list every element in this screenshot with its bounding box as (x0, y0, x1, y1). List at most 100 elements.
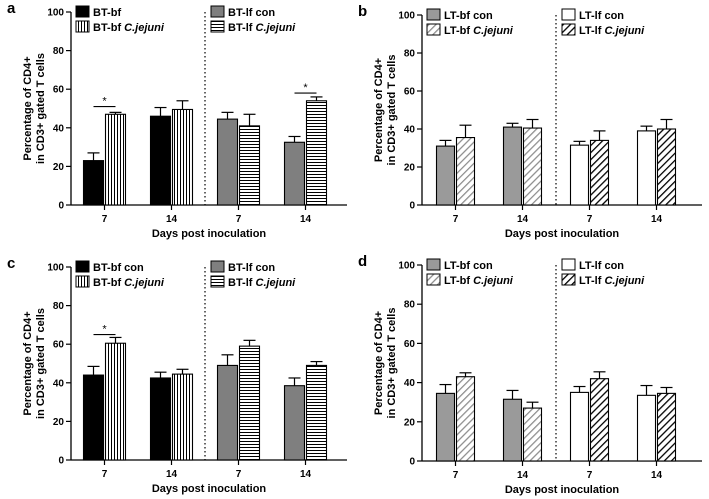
y-tick-label: 20 (53, 417, 65, 428)
panel-letter: a (7, 0, 16, 17)
legend-swatch (561, 273, 576, 286)
y-tick-label: 60 (404, 87, 416, 98)
legend-swatch (210, 275, 225, 288)
legend-swatch (210, 260, 225, 273)
y-tick-label: 60 (404, 339, 416, 350)
y-tick-label: 0 (409, 201, 415, 212)
x-tick-label: 7 (236, 469, 242, 480)
legend-label: LT-bf C.jejuni (444, 275, 514, 287)
x-tick-label: 14 (651, 470, 663, 481)
legend-swatch (75, 275, 90, 288)
x-tick-label: 7 (453, 214, 459, 225)
bar (82, 374, 105, 461)
bar (216, 118, 239, 206)
x-tick-label: 7 (453, 470, 459, 481)
y-tick-label: 100 (398, 261, 415, 272)
y-tick-label: 40 (53, 378, 65, 389)
y-tick-label: 60 (53, 340, 65, 351)
legend-label: LT-bf con (444, 260, 493, 272)
chart-panel-d: d 0 20 40 60 80 100 Percentage of CD4+ in CD3+ g… (358, 253, 702, 496)
y-tick-label: 100 (47, 263, 64, 274)
legend-label: BT-lf C.jejuni (228, 277, 296, 289)
legend-label: BT-bf C.jejuni (93, 277, 165, 289)
y-axis-label: Percentage of CD4+ (373, 311, 385, 415)
legend-label: LT-lf C.jejuni (579, 25, 645, 37)
bar (104, 342, 127, 461)
bar (283, 141, 306, 206)
legend-swatch (426, 273, 441, 286)
chart-panel-b: b 0 20 40 60 80 100 Percentage of CD4+ in CD3+ g… (358, 3, 702, 240)
bar (636, 394, 657, 462)
bar (522, 127, 543, 206)
bar (149, 115, 172, 206)
bar (455, 137, 476, 206)
legend-swatch (561, 258, 576, 271)
panel-letter: c (7, 255, 15, 272)
legend-swatch (75, 20, 90, 33)
x-tick-label: 7 (236, 214, 242, 225)
legend-label: BT-bf con (93, 262, 144, 274)
x-axis-label: Days post inoculation (505, 228, 620, 240)
panel-letter: d (358, 253, 367, 270)
y-axis-label: in CD3+ gated T cells (386, 308, 398, 419)
bar (216, 364, 239, 461)
y-tick-label: 20 (404, 163, 416, 174)
bar (502, 398, 523, 462)
y-tick-label: 0 (58, 201, 64, 212)
y-tick-label: 80 (404, 300, 416, 311)
legend-swatch (210, 20, 225, 33)
y-tick-label: 0 (409, 457, 415, 468)
x-tick-label: 7 (102, 214, 108, 225)
bar (104, 113, 127, 206)
legend-label: LT-bf con (444, 10, 493, 22)
y-tick-label: 40 (404, 378, 416, 389)
bar (305, 100, 328, 206)
bar (238, 125, 261, 206)
bar (636, 130, 657, 206)
y-tick-label: 60 (53, 85, 65, 96)
x-tick-label: 14 (517, 214, 529, 225)
x-axis-label: Days post inoculation (152, 483, 267, 495)
bar (569, 391, 590, 462)
bar (656, 128, 677, 206)
x-axis-label: Days post inoculation (505, 484, 620, 496)
bar (171, 108, 194, 206)
x-tick-label: 7 (587, 214, 593, 225)
y-axis-label: in CD3+ gated T cells (35, 308, 47, 419)
legend-label: LT-lf C.jejuni (579, 275, 645, 287)
y-tick-label: 100 (398, 11, 415, 22)
legend-label: BT-lf con (228, 7, 275, 19)
bar (589, 378, 610, 462)
y-axis-label: Percentage of CD4+ (22, 56, 34, 160)
bar (589, 139, 610, 206)
y-tick-label: 80 (53, 46, 65, 57)
chart-panel-c: c 0 20 40 60 80 100 Percentage of CD4+ in CD3+ g… (7, 255, 347, 495)
significance-star: * (303, 82, 308, 94)
y-tick-label: 80 (53, 301, 65, 312)
legend-swatch (426, 258, 441, 271)
legend-swatch (561, 8, 576, 21)
bar (283, 385, 306, 461)
y-tick-label: 20 (404, 417, 416, 428)
significance-star: * (102, 96, 107, 108)
legend-swatch (75, 260, 90, 273)
legend-label: BT-bf C.jejuni (93, 22, 165, 34)
panel-letter: b (358, 3, 367, 20)
y-tick-label: 80 (404, 49, 416, 60)
x-tick-label: 7 (587, 470, 593, 481)
y-tick-label: 20 (53, 162, 65, 173)
bar (656, 392, 677, 462)
bar (455, 376, 476, 462)
x-tick-label: 7 (102, 469, 108, 480)
legend-label: LT-lf con (579, 260, 624, 272)
bar (569, 144, 590, 206)
bar (502, 126, 523, 206)
y-tick-label: 40 (53, 123, 65, 134)
x-tick-label: 14 (166, 469, 178, 480)
x-tick-label: 14 (300, 469, 312, 480)
legend-swatch (210, 5, 225, 18)
legend-swatch (561, 23, 576, 36)
bar (238, 345, 261, 461)
legend-label: BT-bf (93, 7, 121, 19)
